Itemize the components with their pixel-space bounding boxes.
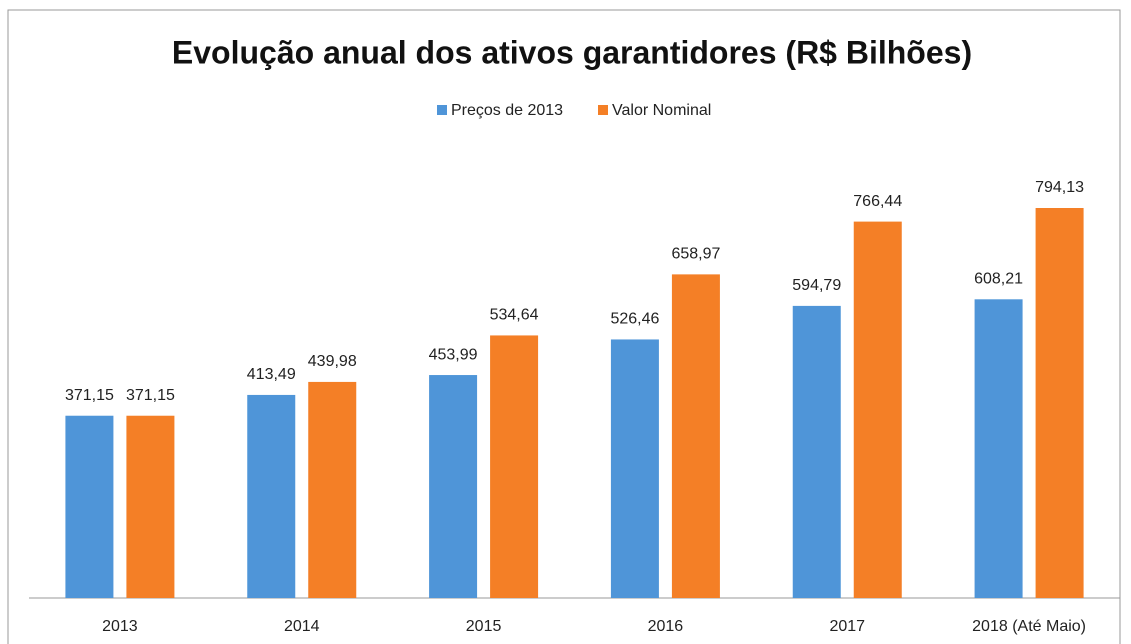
bar <box>247 394 296 598</box>
x-tick-label: 2013 <box>102 618 138 635</box>
x-tick-label: 2015 <box>466 618 502 635</box>
value-label: 658,97 <box>671 246 720 263</box>
bar <box>429 375 478 598</box>
bar <box>610 339 659 598</box>
value-label: 439,98 <box>308 353 357 370</box>
legend-label: Valor Nominal <box>612 102 711 119</box>
value-label: 453,99 <box>429 346 478 363</box>
bar <box>126 415 175 598</box>
bar <box>308 381 357 598</box>
chart-title: Evolução anual dos ativos garantidores (… <box>172 34 972 70</box>
bar <box>1035 208 1084 598</box>
x-tick-label: 2018 (Até Maio) <box>972 618 1086 635</box>
value-label: 534,64 <box>490 307 539 324</box>
bar <box>671 274 720 598</box>
value-label: 594,79 <box>792 277 841 294</box>
bar <box>490 335 539 598</box>
x-tick-label: 2016 <box>648 618 684 635</box>
bar <box>974 299 1023 598</box>
x-tick-label: 2017 <box>829 618 865 635</box>
value-label: 413,49 <box>247 366 296 383</box>
value-label: 371,15 <box>126 387 175 404</box>
value-label: 794,13 <box>1035 179 1084 196</box>
value-label: 371,15 <box>65 387 114 404</box>
legend-swatch <box>437 105 447 115</box>
legend-label: Preços de 2013 <box>451 102 563 119</box>
value-label: 608,21 <box>974 271 1023 288</box>
chart-frame <box>7 9 1121 644</box>
bar <box>792 305 841 598</box>
value-label: 766,44 <box>853 193 902 210</box>
legend-swatch <box>598 105 608 115</box>
value-label: 526,46 <box>610 311 659 328</box>
bar <box>853 221 902 599</box>
x-tick-label: 2014 <box>284 618 320 635</box>
bar <box>65 415 114 598</box>
